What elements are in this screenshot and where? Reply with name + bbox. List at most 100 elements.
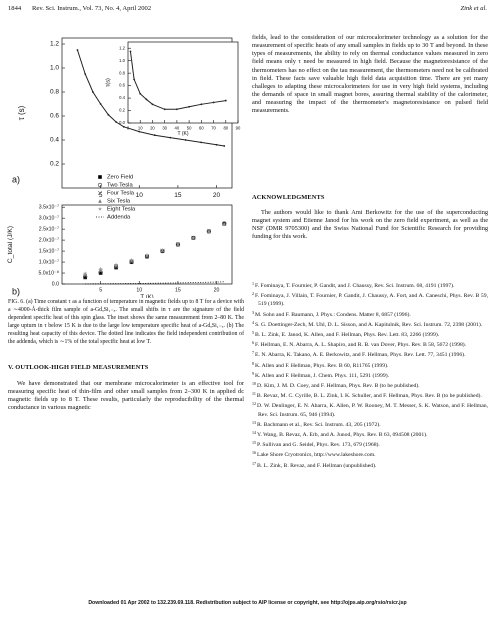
marker bbox=[98, 266, 103, 271]
marker bbox=[133, 78, 136, 81]
y-tick-label: 0.6 bbox=[119, 83, 125, 88]
legend-label: Six Tesla bbox=[107, 199, 131, 205]
y-tick-label: 0.8 bbox=[50, 89, 59, 96]
y-axis-label: τ (s) bbox=[17, 105, 26, 120]
reference-number: 16 bbox=[252, 450, 256, 456]
marker bbox=[97, 206, 103, 211]
reference: 4S. G. Doettinger-Zech, M. Uhl, D. L. Si… bbox=[252, 319, 488, 329]
reference: 12D. W. Denlinger, E. N. Abarra, K. Alle… bbox=[252, 400, 488, 418]
marker bbox=[200, 103, 203, 106]
marker bbox=[215, 143, 218, 146]
marker bbox=[175, 108, 178, 111]
paragraph: fields, lead to the consideration of our… bbox=[252, 34, 488, 115]
x-tick-label: 80 bbox=[223, 125, 228, 130]
marker bbox=[145, 98, 148, 101]
reference: 10D. Kim, J. M. D. Coey, and F. Hellman,… bbox=[252, 380, 488, 390]
y-axis-label: τ(s) bbox=[106, 78, 112, 87]
x-tick-label: 40 bbox=[175, 125, 180, 130]
marker bbox=[188, 105, 191, 108]
reference-number: 12 bbox=[252, 401, 256, 407]
y-tick-label: 1.2 bbox=[119, 45, 125, 50]
reference-number: 1 bbox=[252, 281, 254, 286]
reference-number: 8 bbox=[252, 360, 254, 366]
reference: 6F. Hellman, E. N. Abarra, A. L. Shapiro… bbox=[252, 339, 488, 349]
x-axis-label: T (K) bbox=[140, 295, 153, 298]
reference: 2F. Fominaya, J. Villain, T. Fournier, P… bbox=[252, 290, 488, 308]
reference-text: B. L. Zink, B. Revaz, and F. Hellman (un… bbox=[257, 462, 377, 469]
x-tick-label: 10 bbox=[136, 192, 144, 199]
legend-label: Zero Field bbox=[107, 175, 133, 181]
panel-label: b) bbox=[12, 286, 20, 296]
y-axis-label: C_total (J/K) bbox=[7, 226, 14, 263]
marker bbox=[107, 113, 110, 116]
reference: 11B. Revaz, M. C. Cyrille, B. L. Zink, I… bbox=[252, 390, 488, 400]
marker bbox=[163, 108, 166, 111]
reference-text: F. Fominaya, T. Fournier, P. Gandit, and… bbox=[255, 283, 455, 289]
references: 1F. Fominaya, T. Fournier, P. Gandit, an… bbox=[252, 280, 488, 470]
reference: 8K. Allen and F. Hellman, Phys. Rev. B 6… bbox=[252, 360, 488, 370]
journal: Rev. Sci. Instrum., Vol. 73, No. 4, Apri… bbox=[32, 5, 152, 12]
reference-text: K. Allen and F. Hellman, J. Chem. Phys. … bbox=[255, 372, 390, 379]
y-tick-label: 1.0 bbox=[50, 65, 59, 72]
reference-text: Lake Shore Cryotronics, http://www.lakes… bbox=[257, 452, 376, 459]
reference-text: Y. Wang, B. Revaz, A. Erb, and A. Junod,… bbox=[257, 432, 428, 439]
marker bbox=[115, 121, 117, 123]
reference-number: 3 bbox=[252, 309, 254, 315]
reference: 17B. L. Zink, B. Revaz, and F. Hellman (… bbox=[252, 460, 488, 470]
x-tick-label: 50 bbox=[187, 125, 192, 130]
y-tick-label: 0.8 bbox=[119, 70, 125, 75]
y-tick-label: 2.5x10⁻⁷ bbox=[39, 227, 59, 233]
reference-text: P. Sullivan and G. Seidel, Phys. Rev. 17… bbox=[257, 442, 380, 449]
section-title: V. OUTLOOK-HIGH FIELD MEASUREMENTS bbox=[8, 364, 149, 371]
x-tick-label: 20 bbox=[214, 288, 220, 294]
reference-text: F. Fominaya, J. Villain, T. Fournier, P.… bbox=[255, 293, 488, 308]
marker bbox=[114, 265, 118, 270]
marker bbox=[129, 257, 134, 262]
marker bbox=[222, 222, 227, 227]
y-tick-label: 1.5x10⁻⁷ bbox=[39, 248, 59, 254]
y-tick-label: 5.0x10⁻⁸ bbox=[38, 270, 59, 276]
marker bbox=[153, 134, 156, 137]
marker bbox=[138, 130, 141, 133]
marker bbox=[151, 103, 154, 106]
marker bbox=[97, 182, 103, 188]
paragraph: The authors would like to thank Ami Berk… bbox=[252, 209, 488, 241]
marker bbox=[83, 271, 88, 276]
reference: 3M. Sohn and F. Baumann, J. Phys.: Conde… bbox=[252, 309, 488, 319]
section-title: ACKNOWLEDGMENTS bbox=[252, 194, 325, 201]
line bbox=[76, 49, 225, 147]
reference-text: M. Sohn and F. Baumann, J. Phys.: Conden… bbox=[255, 311, 411, 318]
marker bbox=[212, 101, 215, 104]
y-tick-label: 0.4 bbox=[119, 95, 125, 100]
marker bbox=[98, 271, 103, 275]
reference: 15P. Sullivan and G. Seidel, Phys. Rev. … bbox=[252, 439, 488, 449]
reference-number: 17 bbox=[252, 460, 256, 466]
y-tick-label: 0.6 bbox=[50, 113, 59, 120]
reference-text: B. Revaz, M. C. Cyrille, B. L. Zink, I. … bbox=[256, 393, 482, 400]
marker bbox=[76, 49, 79, 51]
x-tick-label: 20 bbox=[213, 192, 221, 199]
marker bbox=[99, 103, 102, 105]
reference-number: 7 bbox=[252, 350, 254, 356]
x-axis-label: T (K) bbox=[177, 131, 188, 137]
reference-number: 9 bbox=[252, 370, 254, 376]
marker bbox=[139, 92, 142, 95]
x-tick-label: 30 bbox=[162, 125, 167, 130]
reference: 7E. N. Abarra, K. Takano, A. E. Berkowit… bbox=[252, 349, 488, 359]
paragraph: We have demonstrated that our membrane m… bbox=[8, 380, 244, 412]
marker bbox=[97, 190, 103, 196]
reference: 1F. Fominaya, T. Fournier, P. Gandit, an… bbox=[252, 280, 488, 290]
x-tick-label: 0 bbox=[127, 125, 130, 130]
reference-number: 4 bbox=[252, 319, 254, 325]
reference-number: 13 bbox=[252, 419, 256, 425]
marker bbox=[83, 272, 87, 277]
reference-number: 5 bbox=[252, 330, 254, 336]
y-tick-label: 3.0x10⁻⁷ bbox=[39, 216, 59, 222]
y-tick-label: 0.2 bbox=[50, 161, 59, 168]
marker bbox=[83, 275, 87, 280]
legend-label: Addenda bbox=[107, 215, 131, 221]
x-tick-label: 15 bbox=[175, 288, 181, 294]
reference-number: 6 bbox=[252, 340, 254, 346]
reference: 9K. Allen and F. Hellman, J. Chem. Phys.… bbox=[252, 370, 488, 380]
